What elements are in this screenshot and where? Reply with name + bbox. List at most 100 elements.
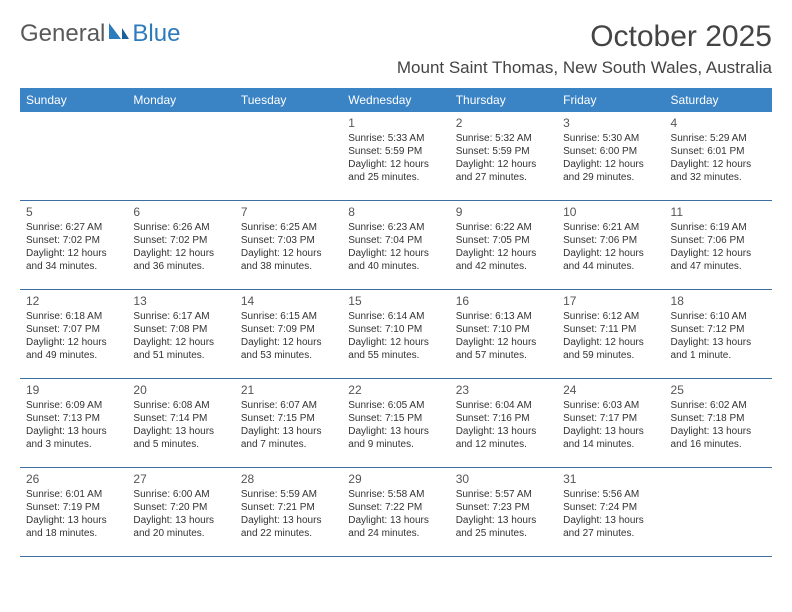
day-cell: 29Sunrise: 5:58 AMSunset: 7:22 PMDayligh… [342, 468, 449, 556]
day-number: 18 [671, 294, 766, 309]
day-cell: 13Sunrise: 6:17 AMSunset: 7:08 PMDayligh… [127, 290, 234, 378]
sunrise-text: Sunrise: 6:03 AM [563, 400, 658, 413]
sunrise-text: Sunrise: 6:09 AM [26, 400, 121, 413]
month-title: October 2025 [397, 20, 772, 54]
daylight-text: Daylight: 13 hours and 22 minutes. [241, 515, 336, 541]
day-number: 31 [563, 472, 658, 487]
day-number: 14 [241, 294, 336, 309]
sunrise-text: Sunrise: 6:12 AM [563, 311, 658, 324]
day-number: 6 [133, 205, 228, 220]
sunset-text: Sunset: 7:19 PM [26, 502, 121, 515]
daylight-text: Daylight: 12 hours and 44 minutes. [563, 248, 658, 274]
daylight-text: Daylight: 12 hours and 34 minutes. [26, 248, 121, 274]
daylight-text: Daylight: 13 hours and 18 minutes. [26, 515, 121, 541]
day-number: 5 [26, 205, 121, 220]
sunrise-text: Sunrise: 5:59 AM [241, 489, 336, 502]
week-row: 12 Sunrise: 6:18 AMSunset: 7:07 PM Dayligh… [20, 290, 772, 379]
day-cell: 27Sunrise: 6:00 AMSunset: 7:20 PMDayligh… [127, 468, 234, 556]
sunset-text: Sunset: 7:12 PM [671, 324, 766, 337]
sunset-text: Sunset: 7:06 PM [671, 235, 766, 248]
daylight-text: Daylight: 12 hours and 36 minutes. [133, 248, 228, 274]
day-cell: 15Sunrise: 6:14 AMSunset: 7:10 PMDayligh… [342, 290, 449, 378]
day-number: 11 [671, 205, 766, 220]
sunrise-text: Sunrise: 6:18 AM [26, 311, 121, 324]
dow-saturday: Saturday [665, 88, 772, 112]
logo-text-blue: Blue [132, 20, 180, 48]
day-cell: 3Sunrise: 5:30 AMSunset: 6:00 PMDaylight… [557, 112, 664, 200]
day-number: 23 [456, 383, 551, 398]
day-number: 10 [563, 205, 658, 220]
sunrise-text: Sunrise: 6:19 AM [671, 222, 766, 235]
day-cell: 20Sunrise: 6:08 AMSunset: 7:14 PMDayligh… [127, 379, 234, 467]
week-row: 5Sunrise: 6:27 AMSunset: 7:02 PMDaylight… [20, 201, 772, 290]
daylight-text: Daylight: 13 hours and 3 minutes. [26, 426, 121, 452]
day-cell: 2Sunrise: 5:32 AMSunset: 5:59 PMDaylight… [450, 112, 557, 200]
daylight-text: Daylight: 12 hours and 32 minutes. [671, 159, 766, 185]
sunset-text: Sunset: 7:02 PM [26, 235, 121, 248]
sunset-text: Sunset: 7:09 PM [241, 324, 336, 337]
daylight-text: Daylight: 13 hours and 27 minutes. [563, 515, 658, 541]
sunrise-text: Sunrise: 6:25 AM [241, 222, 336, 235]
sunset-text: Sunset: 7:11 PM [563, 324, 658, 337]
sunrise-text: Sunrise: 6:14 AM [348, 311, 443, 324]
sunrise-text: Sunrise: 5:30 AM [563, 133, 658, 146]
day-number: 1 [348, 116, 443, 131]
sunset-text: Sunset: 7:08 PM [133, 324, 228, 337]
daylight-text: Daylight: 12 hours and 27 minutes. [456, 159, 551, 185]
sunrise-text: Sunrise: 6:02 AM [671, 400, 766, 413]
weeks-container: 1Sunrise: 5:33 AMSunset: 5:59 PMDaylight… [20, 112, 772, 557]
daylight-text: Daylight: 12 hours and 38 minutes. [241, 248, 336, 274]
sunrise-text: Sunrise: 6:08 AM [133, 400, 228, 413]
sunrise-text: Sunrise: 6:15 AM [241, 311, 336, 324]
day-cell: 17Sunrise: 6:12 AMSunset: 7:11 PMDayligh… [557, 290, 664, 378]
day-number: 27 [133, 472, 228, 487]
daylight-text: Daylight: 12 hours and 53 minutes. [241, 337, 336, 363]
day-number: 15 [348, 294, 443, 309]
day-number: 26 [26, 472, 121, 487]
logo: General Blue [20, 20, 180, 48]
sunrise-text: Sunrise: 6:13 AM [456, 311, 551, 324]
sunset-text: Sunset: 7:06 PM [563, 235, 658, 248]
day-cell: 22Sunrise: 6:05 AMSunset: 7:15 PMDayligh… [342, 379, 449, 467]
daylight-text: Daylight: 12 hours and 29 minutes. [563, 159, 658, 185]
daylight-text: Daylight: 12 hours and 25 minutes. [348, 159, 443, 185]
title-block: October 2025 Mount Saint Thomas, New Sou… [397, 20, 772, 78]
dow-friday: Friday [557, 88, 664, 112]
week-row: 26Sunrise: 6:01 AMSunset: 7:19 PMDayligh… [20, 468, 772, 557]
sunset-text: Sunset: 7:16 PM [456, 413, 551, 426]
day-cell: 18Sunrise: 6:10 AMSunset: 7:12 PMDayligh… [665, 290, 772, 378]
dow-wednesday: Wednesday [342, 88, 449, 112]
day-number: 20 [133, 383, 228, 398]
sunset-text: Sunset: 7:03 PM [241, 235, 336, 248]
sunrise-text: Sunrise: 6:00 AM [133, 489, 228, 502]
week-row: 19Sunrise: 6:09 AMSunset: 7:13 PMDayligh… [20, 379, 772, 468]
day-cell [235, 112, 342, 200]
day-number: 12 [26, 294, 121, 309]
day-number: 19 [26, 383, 121, 398]
daylight-text: Daylight: 13 hours and 1 minute. [671, 337, 766, 363]
day-number: 16 [456, 294, 551, 309]
day-cell: 6Sunrise: 6:26 AMSunset: 7:02 PMDaylight… [127, 201, 234, 289]
sunset-text: Sunset: 7:07 PM [26, 324, 121, 337]
sunrise-text: Sunrise: 5:56 AM [563, 489, 658, 502]
sunset-text: Sunset: 7:05 PM [456, 235, 551, 248]
sunset-text: Sunset: 7:13 PM [26, 413, 121, 426]
day-cell: 10Sunrise: 6:21 AMSunset: 7:06 PMDayligh… [557, 201, 664, 289]
sunset-text: Sunset: 6:00 PM [563, 146, 658, 159]
day-number: 21 [241, 383, 336, 398]
daylight-text: Daylight: 12 hours and 40 minutes. [348, 248, 443, 274]
sunset-text: Sunset: 7:15 PM [348, 413, 443, 426]
sunrise-text: Sunrise: 5:58 AM [348, 489, 443, 502]
sunset-text: Sunset: 5:59 PM [456, 146, 551, 159]
sunset-text: Sunset: 7:21 PM [241, 502, 336, 515]
sunrise-text: Sunrise: 5:32 AM [456, 133, 551, 146]
sunrise-text: Sunrise: 5:33 AM [348, 133, 443, 146]
daylight-text: Daylight: 13 hours and 24 minutes. [348, 515, 443, 541]
sunset-text: Sunset: 7:23 PM [456, 502, 551, 515]
daylight-text: Daylight: 13 hours and 9 minutes. [348, 426, 443, 452]
day-cell [20, 112, 127, 200]
sunset-text: Sunset: 7:10 PM [456, 324, 551, 337]
sunrise-text: Sunrise: 6:27 AM [26, 222, 121, 235]
sunrise-text: Sunrise: 6:04 AM [456, 400, 551, 413]
sunrise-text: Sunrise: 5:29 AM [671, 133, 766, 146]
